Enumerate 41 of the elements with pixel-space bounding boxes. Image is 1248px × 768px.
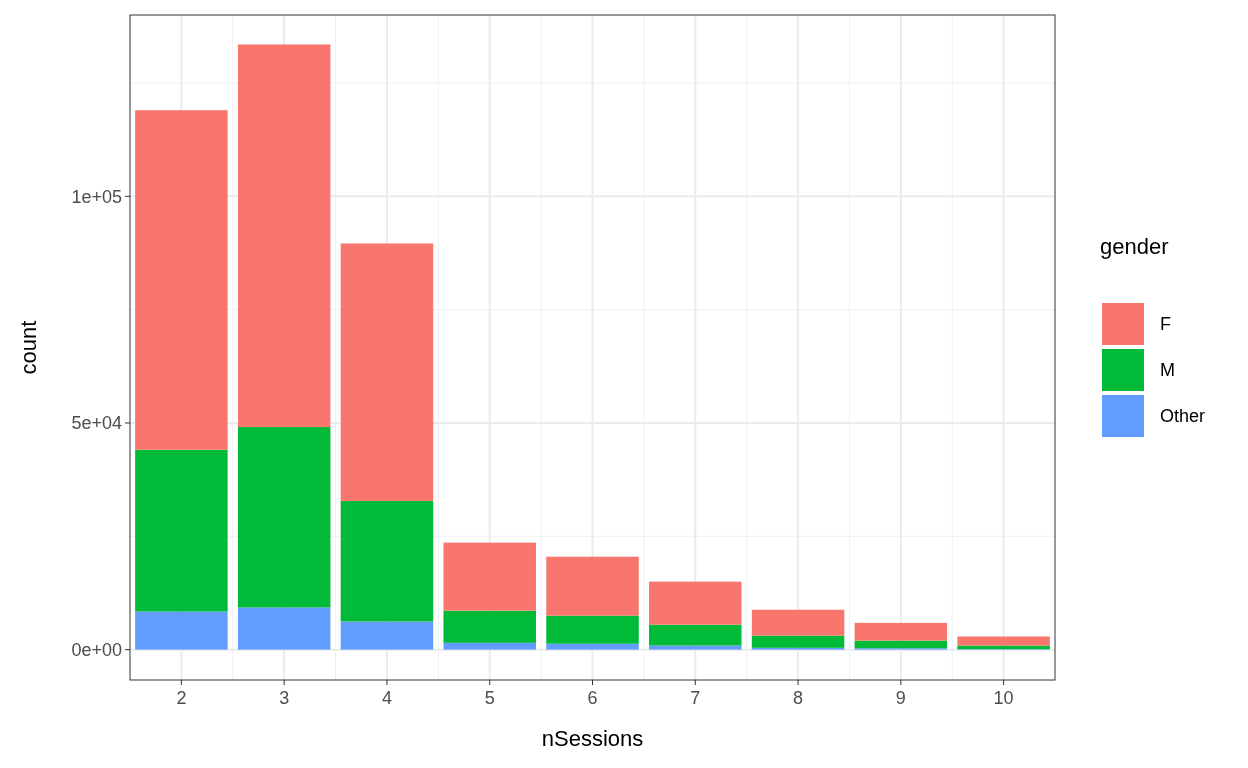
bar [340,621,434,650]
y-tick-label: 5e+04 [71,413,122,434]
bar [546,643,639,650]
bar [237,427,331,608]
bar [135,611,228,650]
bar [649,581,742,625]
bar [854,622,948,641]
x-tick-label: 4 [381,688,392,708]
bar [443,610,536,643]
x-tick-label: 5 [484,688,495,708]
bar [443,642,536,650]
y-tick-label: 0e+00 [71,639,122,660]
bar [546,556,639,616]
bar [340,500,434,622]
x-tick-label: 3 [279,688,290,708]
bar [237,607,331,650]
x-tick-label: 8 [793,688,804,708]
bar [751,635,845,648]
x-tick-label: 6 [587,688,598,708]
x-tick-label: 10 [993,688,1014,708]
bar [340,243,434,501]
legend-title: gender [1100,234,1169,259]
bar [546,615,639,644]
bar [135,110,228,450]
bar [751,609,845,636]
bar [237,44,331,428]
x-axis-title: nSessions [541,726,644,751]
x-tick-label: 9 [895,688,906,708]
legend-label: Other [1160,406,1206,427]
bar [649,645,742,650]
y-tick-label: 1e+05 [71,186,122,207]
x-tick-label: 2 [176,688,187,708]
bar [443,542,536,611]
bar [649,624,742,646]
legend-label: F [1160,314,1171,335]
legend-label: M [1160,360,1175,381]
bar [957,636,1050,646]
y-axis-title: count [16,320,41,375]
bar [135,449,228,612]
x-tick-label: 7 [690,688,701,708]
bar [854,640,948,649]
